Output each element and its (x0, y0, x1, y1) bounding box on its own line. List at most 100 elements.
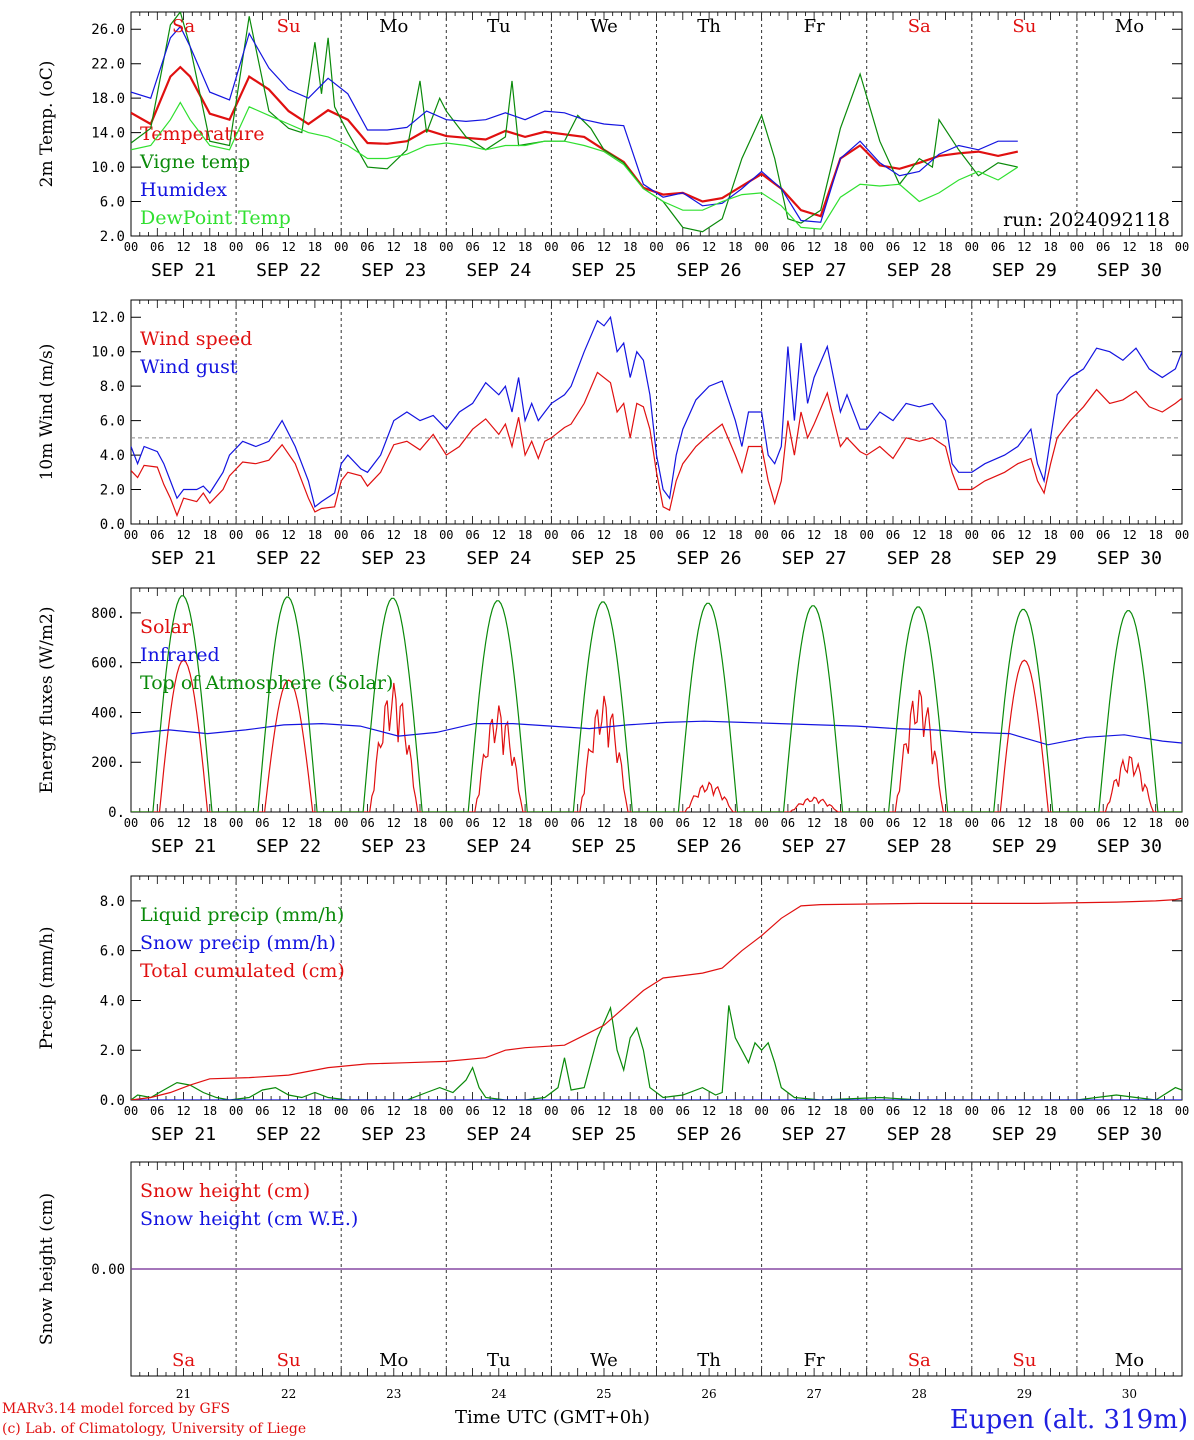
hour-label: 18 (1148, 1104, 1162, 1118)
day-name: Tu (487, 1350, 511, 1371)
day-name: Sa (908, 16, 931, 37)
day-number: 21 (176, 1387, 191, 1401)
date-label: SEP 28 (887, 1124, 952, 1145)
hour-label: 06 (781, 816, 795, 830)
hour-label: 12 (807, 1104, 821, 1118)
hour-label: 00 (965, 816, 979, 830)
hour-label: 00 (334, 240, 348, 254)
date-label: SEP 29 (992, 548, 1057, 569)
y-tick-label: 18.0 (91, 91, 125, 107)
date-label: SEP 21 (151, 260, 216, 281)
y-tick-label: 4.0 (100, 448, 125, 464)
legend-entry: Snow height (cm) (140, 1180, 310, 1202)
y-tick-label: 6.0 (100, 944, 125, 960)
hour-label: 00 (1175, 1104, 1189, 1118)
y-tick-label: 12.0 (91, 310, 125, 326)
date-label: SEP 21 (151, 1124, 216, 1145)
hour-label: 12 (597, 240, 611, 254)
y-axis-label: 2m Temp. (oC) (37, 61, 57, 188)
hour-label: 06 (255, 240, 269, 254)
hour-label: 06 (465, 528, 479, 542)
day-name: Su (277, 1350, 301, 1371)
series-line-2 (131, 12, 1018, 233)
hour-label: 00 (1070, 528, 1084, 542)
hour-label: 00 (754, 816, 768, 830)
date-label: SEP 26 (677, 836, 742, 857)
date-label: SEP 24 (466, 836, 531, 857)
day-number: 24 (491, 1387, 507, 1401)
hour-label: 12 (176, 240, 190, 254)
hour-label: 06 (465, 240, 479, 254)
hour-label: 00 (439, 240, 453, 254)
series-line-1 (131, 659, 1182, 812)
x-axis-ticks (130, 876, 1183, 1100)
day-number: 27 (807, 1387, 822, 1401)
hour-label: 06 (991, 528, 1005, 542)
date-label: SEP 25 (571, 548, 636, 569)
hour-label: 00 (649, 1104, 663, 1118)
day-name: Su (1012, 16, 1036, 37)
hour-label: 12 (281, 816, 295, 830)
hour-label: 18 (623, 1104, 637, 1118)
y-tick-label: 6.0 (100, 414, 125, 430)
legend-entry: Total cumulated (cm) (140, 960, 345, 982)
hour-label: 18 (938, 1104, 952, 1118)
hour-label: 06 (360, 816, 374, 830)
hour-label: 12 (597, 1104, 611, 1118)
hour-label: 18 (1043, 528, 1057, 542)
hour-label: 00 (965, 240, 979, 254)
hour-label: 06 (360, 1104, 374, 1118)
hour-label: 12 (387, 240, 401, 254)
date-label: SEP 24 (466, 548, 531, 569)
hour-label: 00 (1175, 240, 1189, 254)
lab-credit: (c) Lab. of Climatology, University of L… (2, 1421, 306, 1437)
hour-label: 06 (1096, 1104, 1110, 1118)
hour-label: 00 (859, 528, 873, 542)
series-line-1 (131, 1005, 1182, 1100)
hour-label: 06 (360, 528, 374, 542)
day-name: We (590, 1350, 618, 1371)
day-number: 30 (1122, 1387, 1137, 1401)
day-separators (235, 876, 1078, 1100)
hour-label: 18 (1148, 240, 1162, 254)
y-tick-label: 6.0 (100, 195, 125, 211)
hour-label: 00 (124, 528, 138, 542)
hour-label: 12 (492, 1104, 506, 1118)
date-label: SEP 26 (677, 260, 742, 281)
hour-label: 18 (308, 528, 322, 542)
day-number: 25 (596, 1387, 611, 1401)
hour-label: 06 (255, 816, 269, 830)
hour-label: 12 (176, 1104, 190, 1118)
hour-label: 18 (728, 528, 742, 542)
hour-label: 06 (465, 816, 479, 830)
day-name: Mo (379, 1350, 408, 1371)
date-label: SEP 26 (677, 548, 742, 569)
hour-label: 00 (649, 816, 663, 830)
legend-entry: Wind speed (140, 328, 252, 350)
hour-label: 00 (439, 528, 453, 542)
legend-entry: Snow height (cm W.E.) (140, 1208, 358, 1230)
hour-label: 06 (150, 1104, 164, 1118)
hour-label: 18 (1043, 240, 1057, 254)
hour-label: 06 (570, 1104, 584, 1118)
hour-label: 00 (1070, 240, 1084, 254)
y-tick-label: 400. (91, 705, 125, 721)
hour-label: 12 (807, 816, 821, 830)
hour-label: 12 (387, 528, 401, 542)
hour-label: 18 (308, 1104, 322, 1118)
hour-label: 18 (833, 1104, 847, 1118)
legend-entry: Top of Atmosphere (Solar) (140, 672, 393, 694)
panel-4: 0.0 2.0 4.0 6.0 8.0 Precip (mm/h) Liquid preci… (37, 875, 1189, 1145)
y-tick-label: 0.00 (91, 1262, 125, 1278)
hour-label: 12 (597, 528, 611, 542)
hour-label: 18 (833, 816, 847, 830)
panel-5: 0.00 Snow height (cm) Snow height (cm) Snow… (37, 1161, 1183, 1401)
hour-label: 12 (492, 816, 506, 830)
hour-label: 12 (1122, 240, 1136, 254)
hour-label: 06 (676, 240, 690, 254)
hour-label: 06 (255, 1104, 269, 1118)
y-axis-label: Energy fluxes (W/m2) (37, 607, 57, 794)
hour-label: 00 (439, 816, 453, 830)
date-label: SEP 22 (256, 836, 321, 857)
